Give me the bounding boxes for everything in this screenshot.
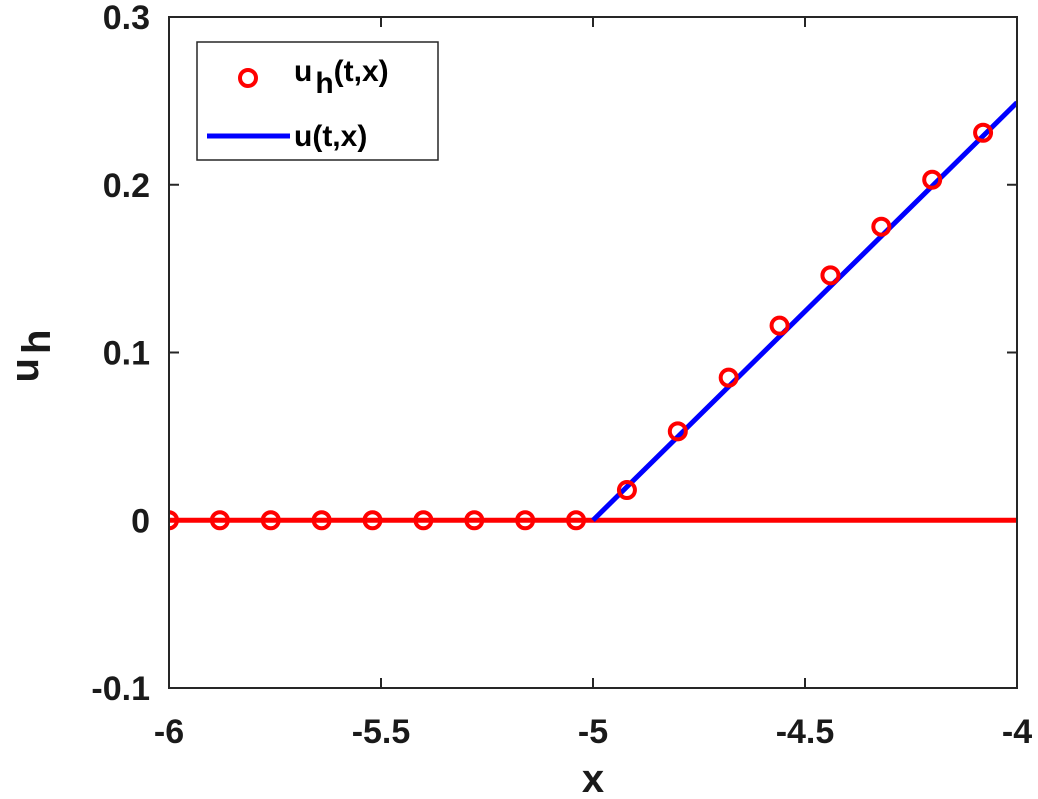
y-tick-label: 0.1 [103, 335, 150, 373]
series-uh-marker [413, 510, 434, 531]
legend-label-uh-subscript: h [315, 67, 333, 100]
series-uh-marker [209, 510, 230, 531]
y-tick-label: 0 [131, 502, 150, 540]
x-tick-label: -5.5 [352, 713, 411, 751]
series-uh-marker [820, 265, 841, 286]
series-uh-marker [718, 367, 739, 388]
series-uh-marker [362, 510, 383, 531]
svg-text:uh: uh [3, 330, 59, 383]
series-uh-marker [566, 510, 587, 531]
y-tick-label: -0.1 [91, 670, 150, 708]
series-uh-marker [973, 122, 994, 143]
series-uh-marker [260, 510, 281, 531]
plot-frame [168, 16, 1018, 689]
legend-label-uh-rest: (t,x) [334, 55, 389, 88]
series-uh-marker [667, 421, 688, 442]
series-uh-marker [464, 510, 485, 531]
series-uh-marker [515, 510, 536, 531]
y-axis-title-main: u [3, 358, 47, 382]
x-tick-label: -4 [1002, 713, 1032, 751]
y-axis-title: uh [3, 330, 59, 383]
series-uh-marker [311, 510, 332, 531]
series-uh-marker [169, 510, 179, 531]
series-uh-marker [922, 169, 943, 190]
x-tick-label: -4.5 [776, 713, 835, 751]
series-u-line [591, 100, 1017, 523]
legend-label-uh-main: u [294, 55, 312, 88]
series-uh-marker [769, 315, 790, 336]
x-tick-label: -5 [578, 713, 608, 751]
x-tick-label: -6 [154, 713, 184, 751]
legend-label-uh: u h(t,x) [294, 55, 389, 100]
y-tick-label: 0.2 [103, 167, 150, 205]
legend-marker-uh [238, 68, 258, 88]
series-uh-marker [871, 216, 892, 237]
x-axis-title: x [582, 757, 604, 799]
legend-label-u: u(t,x) [294, 120, 367, 153]
series-uh-marker [616, 480, 637, 501]
legend: u h(t,x) u(t,x) [196, 41, 439, 161]
legend-box [196, 41, 439, 161]
y-axis-title-subscript: h [15, 330, 59, 354]
y-tick-label: 0.3 [103, 0, 150, 37]
